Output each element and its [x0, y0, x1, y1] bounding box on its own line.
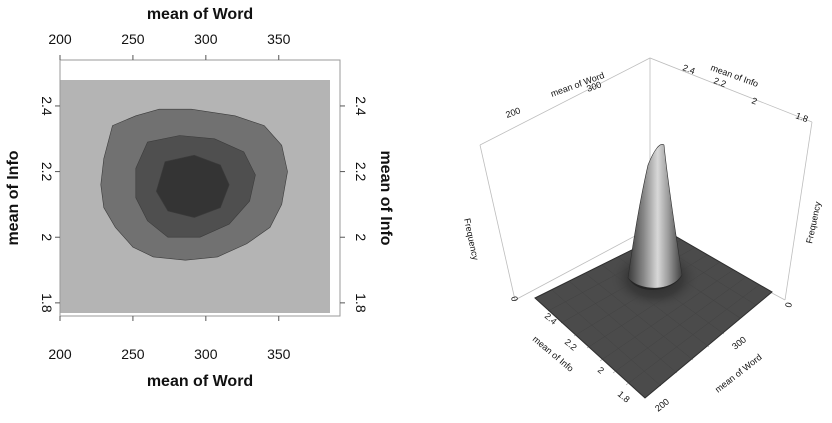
y-tick-label-right-2.2: 2.2 — [353, 162, 369, 182]
x-tick-label-top-250: 250 — [121, 31, 145, 47]
plot-frame — [59, 59, 341, 317]
y-tick-label-right-2: 2 — [353, 233, 369, 241]
surface-y-tick-2.4-top: 2.4 — [681, 62, 696, 76]
y-tick-label-right-1.8: 1.8 — [353, 293, 369, 313]
x-tick-label-bottom-350: 350 — [267, 346, 291, 362]
surface-y-tick-2.2-bottom: 2.2 — [563, 337, 579, 353]
surface-y-tick-2.2-top: 2.2 — [712, 75, 727, 89]
y-tick-label-left-1.8: 1.8 — [39, 293, 55, 313]
surface-chart: mean of Word 200 300 mean of Info 2.4 2.… — [462, 57, 823, 414]
surface-y-tick-2-bottom: 2 — [596, 365, 606, 376]
surface-x-axis-label-bottom: mean of Word — [713, 352, 764, 395]
surface-y-tick-1.8-bottom: 1.8 — [616, 389, 632, 405]
x-tick-label-top-300: 300 — [194, 31, 218, 47]
y-axis-label-right: mean of Info — [377, 150, 394, 245]
surface-x-tick-300-bottom: 300 — [730, 334, 748, 351]
surface-y-tick-1.8-top: 1.8 — [794, 110, 809, 124]
surface-x-tick-300-top: 300 — [585, 79, 603, 94]
x-tick-label-bottom-200: 200 — [48, 346, 72, 362]
x-tick-label-bottom-300: 300 — [194, 346, 218, 362]
surface-z-tick-0-right: 0 — [783, 301, 794, 308]
surface-y-tick-2-top: 2 — [750, 95, 758, 106]
heatmap-region-peak — [155, 154, 230, 218]
surface-x-tick-200-top: 200 — [504, 105, 522, 120]
surface-z-axis-label-right: Frequency — [804, 200, 823, 244]
y-tick-label-left-2.2: 2.2 — [39, 162, 55, 182]
surface-x-tick-200-bottom: 200 — [653, 396, 671, 413]
x-tick-label-top-350: 350 — [267, 31, 291, 47]
surface-floor — [534, 231, 773, 399]
surface-peak-shadow — [628, 275, 682, 290]
surface-peak — [627, 144, 683, 289]
y-axis-label-left: mean of Info — [5, 150, 22, 245]
x-axis-label-top: mean of Word — [147, 6, 253, 23]
y-tick-label-left-2.4: 2.4 — [39, 96, 55, 116]
x-tick-label-top-200: 200 — [48, 31, 72, 47]
x-tick-label-bottom-250: 250 — [121, 346, 145, 362]
surface-z-axis-label-left: Frequency — [462, 217, 481, 261]
heatmap-chart: 200 200 250 250 300 300 350 350 1.8 1.8 2 2 2.2 2.2 2.… — [5, 6, 394, 390]
surface-z-tick-0-left: 0 — [509, 295, 520, 302]
y-tick-label-right-2.4: 2.4 — [353, 96, 369, 116]
x-axis-label-bottom: mean of Word — [147, 373, 253, 390]
y-tick-label-left-2: 2 — [39, 233, 55, 241]
